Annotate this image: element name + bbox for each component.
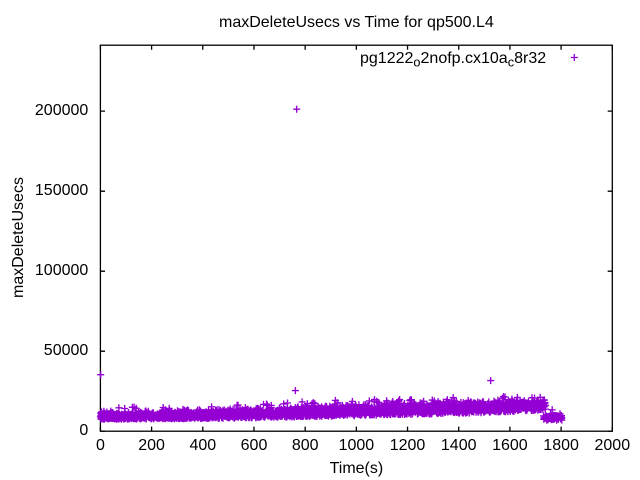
svg-text:1400: 1400	[441, 437, 477, 454]
svg-text:600: 600	[241, 437, 268, 454]
svg-text:2000: 2000	[595, 437, 631, 454]
svg-text:400: 400	[189, 437, 216, 454]
svg-text:1200: 1200	[390, 437, 426, 454]
svg-text:150000: 150000	[35, 182, 88, 199]
svg-text:pg1222o2nofp.cx10ac8r32: pg1222o2nofp.cx10ac8r32	[360, 50, 546, 70]
svg-text:maxDeleteUsecs vs Time for qp5: maxDeleteUsecs vs Time for qp500.L4	[219, 14, 494, 31]
svg-text:0: 0	[96, 437, 105, 454]
svg-text:50000: 50000	[44, 342, 89, 359]
svg-text:200000: 200000	[35, 102, 88, 119]
svg-text:100000: 100000	[35, 262, 88, 279]
svg-text:200: 200	[138, 437, 165, 454]
svg-text:maxDeleteUsecs: maxDeleteUsecs	[10, 177, 27, 298]
svg-text:1600: 1600	[492, 437, 528, 454]
svg-text:1800: 1800	[543, 437, 579, 454]
svg-text:0: 0	[79, 422, 88, 439]
svg-text:Time(s): Time(s)	[330, 460, 384, 477]
svg-text:1000: 1000	[339, 437, 375, 454]
svg-text:800: 800	[292, 437, 319, 454]
